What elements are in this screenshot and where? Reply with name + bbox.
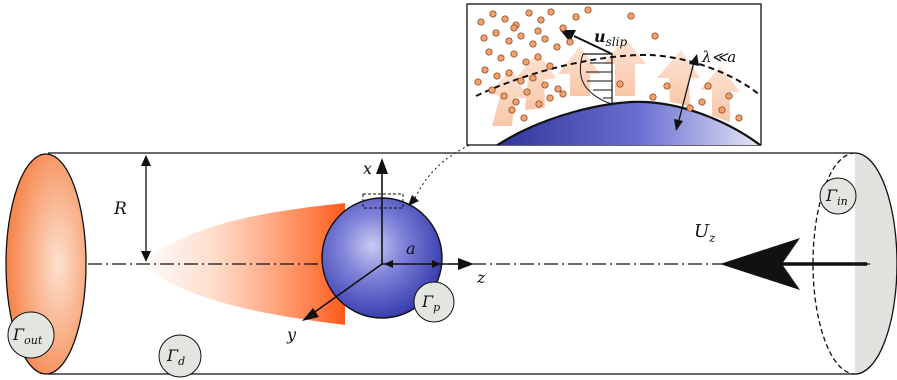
gas-molecule xyxy=(480,34,488,42)
velocity-label: Uz xyxy=(694,221,716,245)
radius-marker: R xyxy=(113,155,151,262)
gas-molecule xyxy=(481,66,489,74)
inlet-rim-front xyxy=(854,152,897,375)
zoom-connector-arrowhead xyxy=(408,195,419,206)
gas-molecule xyxy=(497,54,505,62)
gas-molecule xyxy=(534,27,542,35)
gas-molecule xyxy=(547,8,555,16)
gas-molecule xyxy=(559,90,567,98)
svg-text:Γd: Γd xyxy=(166,346,185,368)
gas-molecule xyxy=(535,100,543,108)
gas-molecule xyxy=(735,114,743,122)
gas-molecule xyxy=(541,35,549,43)
gas-molecule xyxy=(523,88,531,96)
slip-arrowhead xyxy=(560,30,576,42)
zoom-connector-icon xyxy=(414,137,489,199)
gas-molecule xyxy=(492,29,500,37)
gamma-out-subscript: out xyxy=(24,334,43,347)
flow-arrow-icon: Uz xyxy=(694,221,867,290)
gas-molecule xyxy=(627,12,635,20)
gas-molecule xyxy=(686,104,694,112)
gas-molecule xyxy=(522,58,530,66)
gas-molecule xyxy=(474,78,482,86)
axis-z-label: z xyxy=(476,268,486,287)
gas-molecule xyxy=(500,92,508,100)
gas-molecule xyxy=(485,48,493,56)
gas-molecule xyxy=(477,18,485,26)
gamma-in-badge: Γin xyxy=(819,177,857,215)
gamma-d-badge: Γd xyxy=(158,334,202,378)
gamma-d-subscript: d xyxy=(178,355,185,368)
svg-text:Γin: Γin xyxy=(825,186,848,208)
gas-molecule xyxy=(489,10,497,18)
knudsen-layer-boundary xyxy=(475,53,761,97)
axis-x-label: x xyxy=(363,159,372,178)
gas-molecule xyxy=(520,114,528,122)
gas-molecule xyxy=(698,98,706,106)
gas-molecule xyxy=(663,82,671,90)
gas-molecule xyxy=(493,72,501,80)
gas-molecules xyxy=(474,6,743,122)
gamma-in-subscript: in xyxy=(837,195,848,208)
gas-molecule xyxy=(649,93,657,101)
gas-molecule xyxy=(537,16,545,24)
gas-molecule xyxy=(529,74,537,82)
gas-molecule xyxy=(584,6,592,14)
velocity-subscript: z xyxy=(708,231,716,245)
gas-molecule xyxy=(554,85,562,93)
gas-molecule xyxy=(501,15,509,23)
gas-molecule xyxy=(546,62,554,70)
particle-radius-label: a xyxy=(406,239,416,258)
gas-molecule xyxy=(529,40,537,48)
inlet-face xyxy=(855,153,897,374)
gas-molecule xyxy=(505,37,513,45)
gas-molecule xyxy=(508,106,516,114)
slip-arrow xyxy=(573,35,613,55)
gas-molecule xyxy=(559,24,567,32)
gas-molecule xyxy=(553,43,561,51)
gas-molecule xyxy=(534,53,542,61)
gas-molecule xyxy=(510,24,518,32)
zoom-region-box xyxy=(362,193,404,209)
slip-velocity-subscript: slip xyxy=(606,35,628,49)
gas-molecule xyxy=(488,86,496,94)
gas-molecule xyxy=(517,32,525,40)
gas-molecule xyxy=(651,32,659,40)
gas-molecule xyxy=(505,69,513,77)
gas-molecule xyxy=(541,81,549,89)
gas-molecule xyxy=(572,13,580,21)
mean-free-path-label: λ≪a xyxy=(701,48,736,66)
gas-molecule xyxy=(510,50,518,58)
gamma-out-badge: Γout xyxy=(7,311,55,359)
gas-molecule xyxy=(512,98,520,106)
particle-surface-cap xyxy=(495,100,761,145)
gas-molecule xyxy=(616,80,624,88)
gamma-p-badge: Γp xyxy=(413,281,455,323)
gas-molecule xyxy=(525,9,533,17)
axis-y-label: y xyxy=(286,325,297,344)
gas-molecule xyxy=(566,38,574,46)
coordinate-axes-icon: x z y a xyxy=(286,158,486,344)
inlet-rim-back xyxy=(812,152,856,375)
gas-molecule xyxy=(718,106,726,114)
radius-label: R xyxy=(113,199,127,219)
svg-text:Γout: Γout xyxy=(12,325,43,347)
gas-molecule xyxy=(725,92,733,100)
zoom-inset: uslip λ≪a xyxy=(466,3,762,146)
gamma-p-subscript: p xyxy=(433,301,440,314)
mean-free-path-marker xyxy=(677,61,695,125)
gas-molecule xyxy=(704,82,712,90)
svg-text:Γp: Γp xyxy=(421,292,440,314)
slip-velocity-label: uslip xyxy=(594,27,627,49)
gas-molecule xyxy=(517,77,525,85)
gas-molecule xyxy=(546,94,554,102)
